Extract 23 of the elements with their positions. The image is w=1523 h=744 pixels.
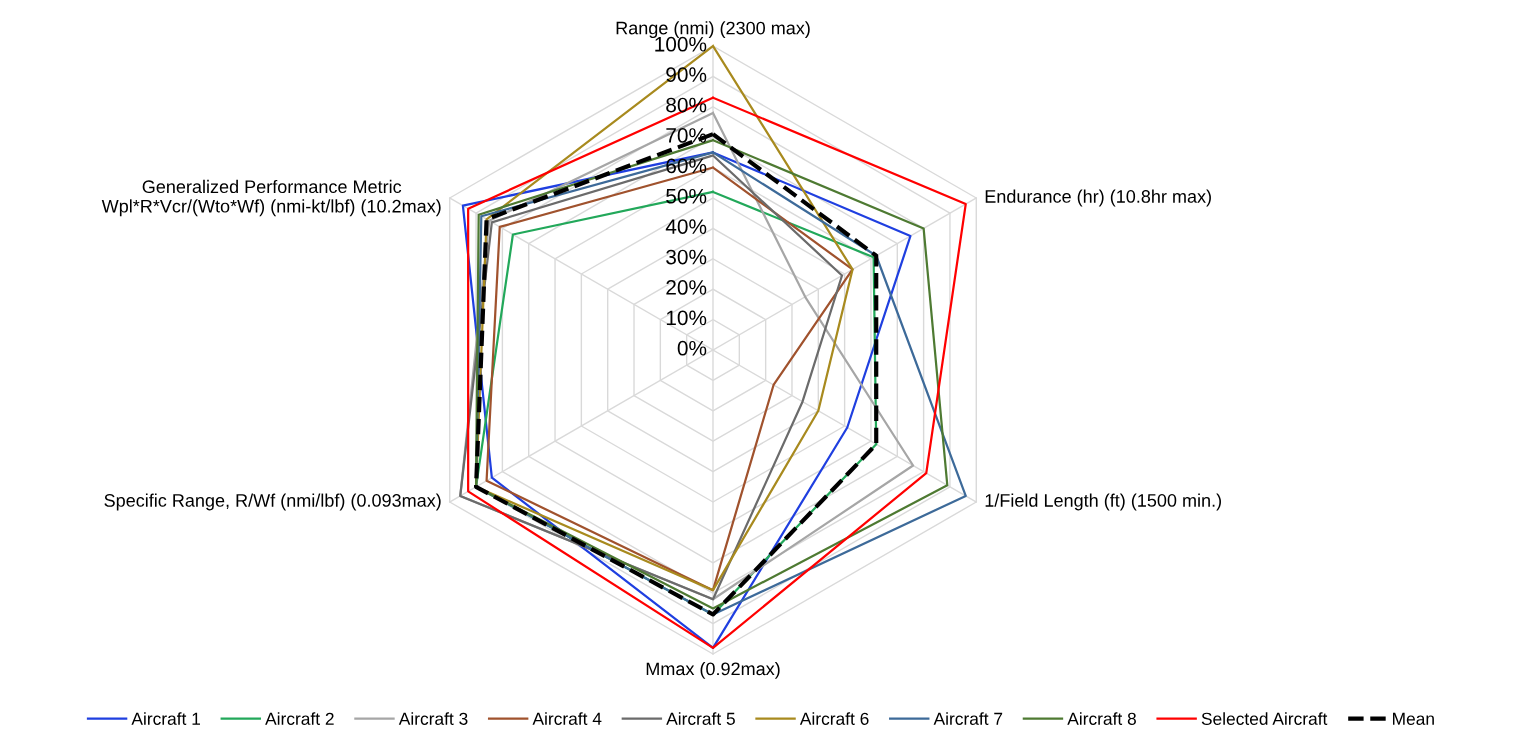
legend-label: Aircraft 8: [1067, 712, 1136, 725]
legend-label: Aircraft 4: [532, 712, 602, 725]
spoke-label: Specific Range, R/Wf (nmi/lbf) (0.093max): [104, 493, 441, 511]
legend-label: Mean: [1393, 712, 1434, 725]
spoke-label: 1/Field Length (ft) (1500 min.): [985, 493, 1221, 511]
y-tick-label: 100%: [655, 36, 707, 52]
legend-label: Aircraft 1: [131, 712, 200, 725]
spoke-label: Mmax (0.92max): [646, 662, 780, 679]
legend-label: Aircraft 3: [398, 712, 468, 725]
legend-label: Aircraft 7: [933, 712, 1003, 725]
y-tick-label: 30%: [666, 249, 707, 265]
spoke-label: Generalized Performance Metric Wpl*R*Vcr/(Wto*Wf) (nmi-kt/lbf) (10.2max): [101, 179, 441, 217]
y-tick-label: 20%: [666, 280, 707, 295]
spoke-label: Endurance (hr) (10.8hr max): [985, 189, 1211, 207]
spoke-label: Range (nmi) (2300 max): [616, 21, 810, 38]
legend-label: Aircraft 2: [265, 712, 334, 725]
y-tick-label: 0%: [677, 340, 707, 356]
legend-label: Aircraft 6: [799, 712, 869, 725]
y-tick-label: 10%: [666, 310, 707, 326]
legend-label: Aircraft 5: [666, 712, 735, 725]
legend-label: Selected Aircraft: [1201, 712, 1328, 725]
y-tick-label: 70%: [666, 128, 707, 143]
y-tick-label: 40%: [665, 219, 707, 234]
